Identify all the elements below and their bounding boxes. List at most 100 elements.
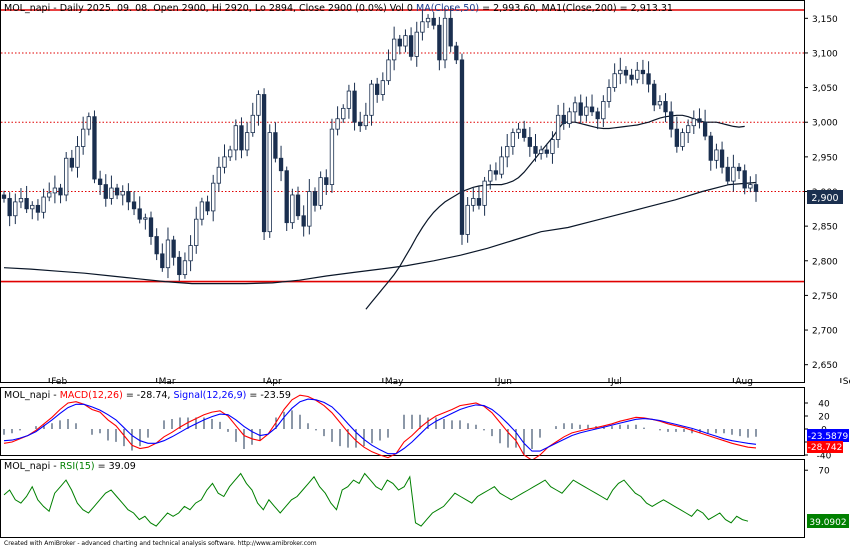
candle-body[interactable]	[228, 149, 233, 158]
candle-body[interactable]	[256, 94, 261, 116]
candle-body[interactable]	[702, 121, 708, 137]
candle-body[interactable]	[431, 17, 436, 26]
candle-body[interactable]	[109, 187, 114, 199]
candle-body[interactable]	[584, 106, 589, 116]
candle-body[interactable]	[646, 73, 651, 85]
candle-body[interactable]	[307, 191, 312, 227]
candle-body[interactable]	[736, 166, 742, 172]
candle-body[interactable]	[589, 106, 595, 113]
candle-body[interactable]	[120, 191, 125, 196]
candle-body[interactable]	[64, 157, 69, 196]
candle-body[interactable]	[369, 83, 374, 116]
candle-body[interactable]	[250, 114, 255, 134]
candles[interactable]	[1, 5, 759, 281]
candle-body[interactable]	[742, 170, 747, 189]
candle-body[interactable]	[425, 17, 431, 23]
candle-body[interactable]	[561, 114, 566, 125]
candle-body[interactable]	[7, 198, 12, 217]
candle-body[interactable]	[414, 31, 419, 57]
candle-body[interactable]	[324, 177, 329, 185]
candle-body[interactable]	[663, 101, 668, 113]
candle-body[interactable]	[516, 128, 521, 134]
candle-body[interactable]	[137, 208, 142, 220]
candle-body[interactable]	[397, 38, 402, 47]
candle-body[interactable]	[97, 178, 103, 185]
candle-body[interactable]	[380, 80, 385, 95]
candle-body[interactable]	[601, 101, 606, 120]
candle-body[interactable]	[606, 87, 612, 102]
candle-body[interactable]	[103, 184, 108, 199]
candle-body[interactable]	[13, 201, 18, 217]
candle-body[interactable]	[753, 184, 759, 192]
candle-body[interactable]	[24, 198, 29, 210]
candle-body[interactable]	[493, 170, 499, 175]
candle-body[interactable]	[244, 132, 250, 151]
candle-body[interactable]	[290, 194, 295, 224]
candle-body[interactable]	[719, 149, 725, 168]
candle-body[interactable]	[375, 83, 380, 95]
candle-body[interactable]	[578, 102, 583, 116]
candle-body[interactable]	[92, 116, 97, 180]
candle-body[interactable]	[725, 166, 730, 182]
candle-body[interactable]	[358, 121, 363, 127]
candle-body[interactable]	[18, 198, 24, 203]
candle-body[interactable]	[35, 204, 41, 213]
candle-body[interactable]	[1, 194, 7, 199]
candle-body[interactable]	[114, 187, 120, 196]
candle-body[interactable]	[273, 132, 278, 159]
candle-body[interactable]	[567, 111, 572, 125]
candle-body[interactable]	[652, 83, 657, 106]
candle-body[interactable]	[131, 201, 137, 210]
candle-body[interactable]	[572, 102, 578, 113]
candle-body[interactable]	[669, 111, 674, 130]
candle-body[interactable]	[205, 201, 210, 212]
candle-body[interactable]	[318, 177, 323, 206]
candle-body[interactable]	[680, 132, 685, 147]
candle-body[interactable]	[465, 204, 470, 235]
candle-body[interactable]	[691, 118, 696, 127]
candle-body[interactable]	[488, 170, 493, 182]
candle-body[interactable]	[30, 204, 35, 210]
candle-body[interactable]	[284, 170, 289, 224]
candle-body[interactable]	[454, 45, 459, 61]
candle-body[interactable]	[657, 101, 663, 106]
candle-body[interactable]	[623, 69, 629, 76]
candle-body[interactable]	[222, 156, 227, 168]
candle-body[interactable]	[216, 166, 222, 184]
candle-body[interactable]	[538, 149, 544, 154]
candle-body[interactable]	[41, 196, 46, 213]
candle-body[interactable]	[408, 35, 414, 57]
candle-body[interactable]	[211, 182, 216, 212]
candle-body[interactable]	[731, 166, 736, 182]
candle-body[interactable]	[459, 59, 465, 235]
candle-body[interactable]	[363, 114, 369, 127]
candle-body[interactable]	[233, 125, 238, 151]
candle-body[interactable]	[635, 69, 640, 80]
candle-body[interactable]	[182, 260, 188, 276]
candle-body[interactable]	[510, 132, 516, 147]
candle-body[interactable]	[697, 118, 702, 123]
candle-body[interactable]	[148, 217, 154, 237]
candle-body[interactable]	[341, 107, 346, 120]
candle-body[interactable]	[278, 157, 284, 172]
candle-body[interactable]	[81, 128, 86, 147]
candle-body[interactable]	[160, 253, 165, 269]
candle-body[interactable]	[126, 191, 131, 203]
price-pane[interactable]: 2,650 2,700 2,750 2,800 2,850 2,900 2,950 3,000…	[0, 0, 850, 388]
candle-body[interactable]	[177, 256, 182, 276]
candle-body[interactable]	[629, 74, 634, 80]
candle-body[interactable]	[52, 187, 58, 194]
candle-body[interactable]	[448, 17, 453, 47]
candle-body[interactable]	[544, 149, 549, 154]
candle-body[interactable]	[555, 114, 561, 140]
candle-body[interactable]	[329, 128, 335, 185]
candle-body[interactable]	[476, 198, 482, 206]
candle-body[interactable]	[527, 137, 532, 147]
macd-pane[interactable]: 40200-20-40 MOL_napi - MACD(12,26) = -28…	[0, 387, 850, 462]
candle-body[interactable]	[58, 187, 63, 196]
candle-body[interactable]	[685, 125, 691, 134]
candle-body[interactable]	[47, 192, 52, 198]
candle-body[interactable]	[69, 157, 75, 168]
candle-body[interactable]	[550, 139, 555, 154]
candle-body[interactable]	[386, 59, 391, 82]
